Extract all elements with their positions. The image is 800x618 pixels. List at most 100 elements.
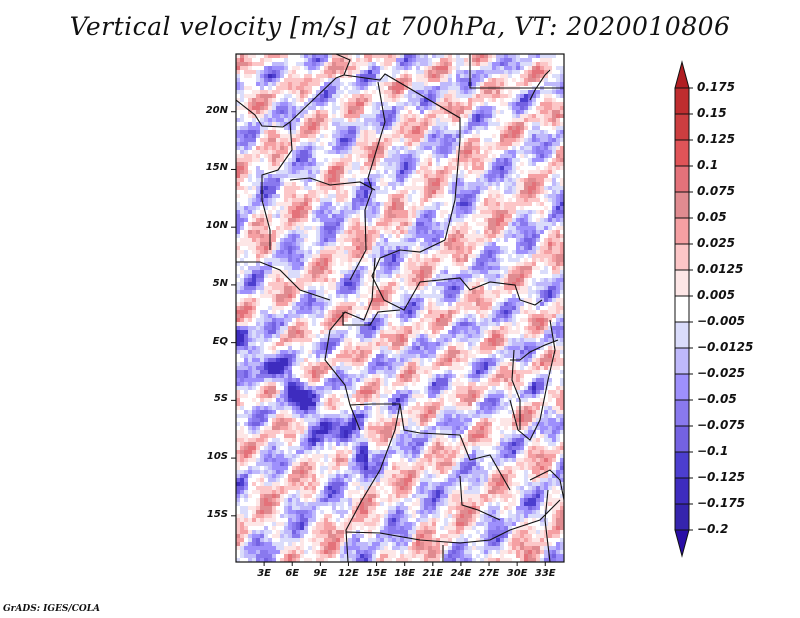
field-cell [316,186,320,190]
field-cell [300,210,304,214]
field-cell [376,214,380,218]
field-cell [480,238,484,242]
field-cell [540,154,544,158]
field-cell [380,246,384,250]
field-cell [412,98,416,102]
field-cell [332,322,336,326]
field-cell [252,126,256,130]
field-cell [524,62,528,66]
field-cell [352,222,356,226]
field-cell [372,102,376,106]
field-cell [340,270,344,274]
field-cell [440,70,444,74]
field-cell [460,86,464,90]
field-cell [284,298,288,302]
field-cell [520,106,524,110]
field-cell [296,66,300,70]
field-cell [268,162,272,166]
field-cell [512,222,516,226]
field-cell [336,294,340,298]
field-cell [456,274,460,278]
field-cell [244,142,248,146]
field-cell [256,98,260,102]
field-cell [540,174,544,178]
field-cell [536,190,540,194]
field-cell [444,338,448,342]
field-cell [436,254,440,258]
field-cell [284,290,288,294]
field-cell [320,290,324,294]
field-cell [352,218,356,222]
field-cell [532,114,536,118]
field-cell [276,150,280,154]
field-cell [280,250,284,254]
field-cell [264,294,268,298]
field-cell [432,154,436,158]
field-cell [320,206,324,210]
field-cell [372,134,376,138]
field-cell [244,138,248,142]
field-cell [344,134,348,138]
field-cell [324,254,328,258]
field-cell [520,190,524,194]
field-cell [288,114,292,118]
field-cell [256,82,260,86]
field-cell [336,86,340,90]
field-cell [480,82,484,86]
field-cell [488,286,492,290]
field-cell [364,54,368,58]
field-cell [508,214,512,218]
field-cell [308,198,312,202]
field-cell [340,278,344,282]
field-cell [408,162,412,166]
field-cell [324,322,328,326]
field-cell [560,242,564,246]
field-cell [340,254,344,258]
field-cell [416,218,420,222]
field-cell [256,338,260,342]
field-cell [484,158,488,162]
field-cell [304,90,308,94]
field-cell [276,290,280,294]
field-cell [528,150,532,154]
field-cell [240,186,244,190]
field-cell [264,142,268,146]
field-cell [344,202,348,206]
field-cell [460,62,464,66]
field-cell [516,102,520,106]
field-cell [344,102,348,106]
field-cell [544,118,548,122]
field-cell [532,186,536,190]
field-cell [364,326,368,330]
field-cell [476,178,480,182]
field-cell [416,282,420,286]
field-cell [504,246,508,250]
field-cell [292,70,296,74]
field-cell [424,334,428,338]
field-cell [344,342,348,346]
field-cell [284,326,288,330]
field-cell [316,342,320,346]
field-cell [344,330,348,334]
field-cell [256,150,260,154]
field-cell [280,286,284,290]
field-cell [544,338,548,342]
field-cell [292,190,296,194]
field-cell [244,146,248,150]
field-cell [296,218,300,222]
field-cell [304,250,308,254]
field-cell [308,130,312,134]
field-cell [460,346,464,350]
field-cell [464,162,468,166]
field-cell [256,242,260,246]
field-cell [308,62,312,66]
field-cell [416,302,420,306]
field-cell [296,290,300,294]
field-cell [260,74,264,78]
field-cell [452,310,456,314]
field-cell [560,166,564,170]
field-cell [428,134,432,138]
field-cell [396,246,400,250]
field-cell [292,262,296,266]
field-cell [340,154,344,158]
